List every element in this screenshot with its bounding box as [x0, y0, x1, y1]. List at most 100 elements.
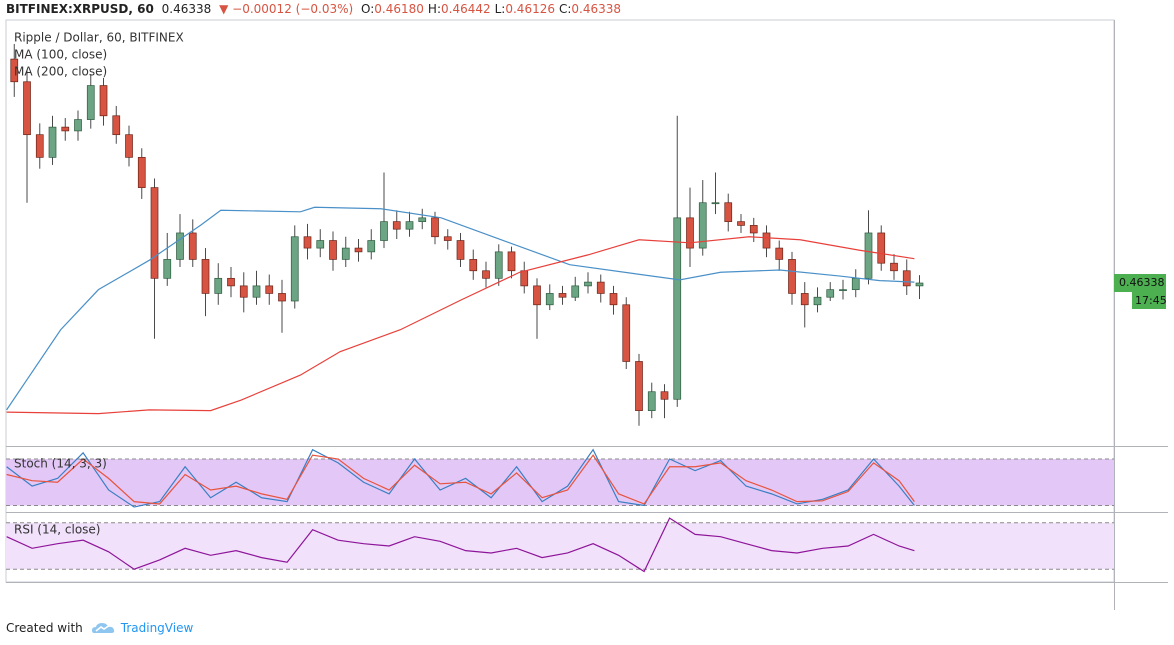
candle-body — [545, 293, 554, 306]
ohlc-value: 0.46442 — [441, 2, 491, 16]
ohlc-key: L: — [494, 2, 506, 16]
candle-body — [686, 217, 694, 249]
candle-body — [571, 285, 580, 298]
symbol: BITFINEX:XRPUSD, 60 — [6, 2, 154, 16]
candle-body — [788, 259, 796, 294]
candle-body — [392, 221, 401, 230]
candle-body — [660, 391, 669, 400]
legend-entry: MA (200, close) — [14, 65, 107, 79]
indicator-line — [6, 448, 915, 508]
brand: TradingView — [120, 621, 194, 635]
candle-body — [482, 270, 490, 279]
indicator-line — [6, 517, 915, 573]
band — [6, 459, 1114, 506]
candle-body — [10, 58, 19, 83]
candle-body — [507, 251, 516, 272]
countdown-label: 17:45 — [1135, 294, 1167, 307]
candle-body — [558, 293, 567, 298]
candle-body — [864, 232, 873, 279]
candle-body — [329, 240, 337, 260]
candle-body — [380, 221, 388, 241]
change: ▼ −0.00012 (−0.03%) — [219, 2, 354, 16]
candle-body — [749, 225, 758, 234]
candle-body — [826, 289, 835, 298]
candle-body — [35, 134, 44, 158]
candle-body — [48, 126, 57, 158]
candle-body — [775, 247, 784, 260]
marks — [6, 43, 1166, 573]
ohlc-value: 0.46338 — [571, 2, 622, 16]
candle-body — [201, 259, 210, 294]
candle-body — [137, 157, 146, 188]
last-price-box — [1114, 274, 1166, 293]
candle-body — [214, 277, 223, 294]
candle-body — [724, 202, 733, 222]
candle-body — [150, 187, 159, 279]
footer: Created with TradingView — [6, 618, 193, 638]
candle-body — [698, 202, 707, 249]
candle-body — [813, 296, 822, 306]
candle-body — [290, 236, 299, 302]
ohlc-key: C: — [558, 2, 572, 16]
candle-body — [303, 236, 312, 249]
candle-body — [902, 270, 911, 287]
logo — [91, 623, 114, 633]
candle-body — [737, 221, 745, 226]
candle-body — [762, 232, 771, 249]
candle-body — [367, 240, 376, 253]
last-price-label: 0.46338 — [1119, 276, 1165, 289]
ohlc-key: O: — [361, 2, 375, 16]
candle-body — [23, 81, 31, 136]
candle-body — [711, 202, 720, 205]
header: BITFINEX:XRPUSD, 60 0.46338 ▼ −0.00012 (… — [6, 0, 629, 18]
candle-body — [265, 285, 274, 294]
candle-body — [800, 293, 809, 306]
candle-body — [125, 134, 133, 158]
candle-body — [188, 232, 197, 260]
indicator-line — [6, 454, 915, 505]
ohlc-value: 0.46180 — [374, 2, 424, 16]
labels: Ripple / Dollar, 60, BITFINEX MA (100, cl… — [14, 31, 1167, 537]
candle-body — [533, 285, 541, 306]
candle-body — [609, 293, 618, 306]
candle-body — [316, 240, 325, 249]
grid — [6, 458, 1114, 570]
candle-body — [915, 282, 924, 287]
candle-body — [596, 281, 605, 294]
candle-body — [584, 281, 592, 287]
candle-body — [163, 259, 172, 279]
indicator-line — [6, 236, 915, 415]
created-with: Created with — [6, 621, 83, 635]
candle-body — [405, 221, 414, 230]
candle-body — [647, 391, 656, 411]
indicator-line — [6, 206, 915, 411]
ohlc-key: H: — [427, 2, 441, 16]
candle-body — [635, 361, 643, 411]
candle-body — [278, 293, 286, 302]
price: 0.46338 — [161, 2, 212, 16]
band — [6, 522, 1114, 570]
chart: Ripple / Dollar, 60, BITFINEX MA (100, cl… — [5, 19, 1168, 610]
candle-body — [176, 232, 184, 260]
pane-title: RSI (14, close) — [14, 523, 100, 537]
candle-body — [520, 270, 529, 287]
candle-body — [61, 126, 70, 132]
pane-title: Ripple / Dollar, 60, BITFINEX — [14, 31, 184, 45]
candle-body — [74, 119, 82, 132]
candle-body — [341, 247, 350, 260]
candle-body — [851, 277, 860, 291]
candle-body — [839, 289, 847, 292]
candle-body — [456, 240, 465, 260]
pane-title: Stoch (14, 3, 3) — [14, 457, 107, 471]
candle-body — [494, 251, 503, 279]
legend-entry: MA (100, close) — [14, 48, 107, 62]
candle-body — [877, 232, 886, 264]
candle-body — [252, 285, 261, 298]
candle-body — [622, 304, 631, 362]
candle-body — [443, 236, 452, 241]
candle-body — [112, 115, 121, 136]
candle-body — [890, 262, 898, 272]
candle-body — [99, 85, 108, 117]
candle-body — [418, 217, 427, 222]
